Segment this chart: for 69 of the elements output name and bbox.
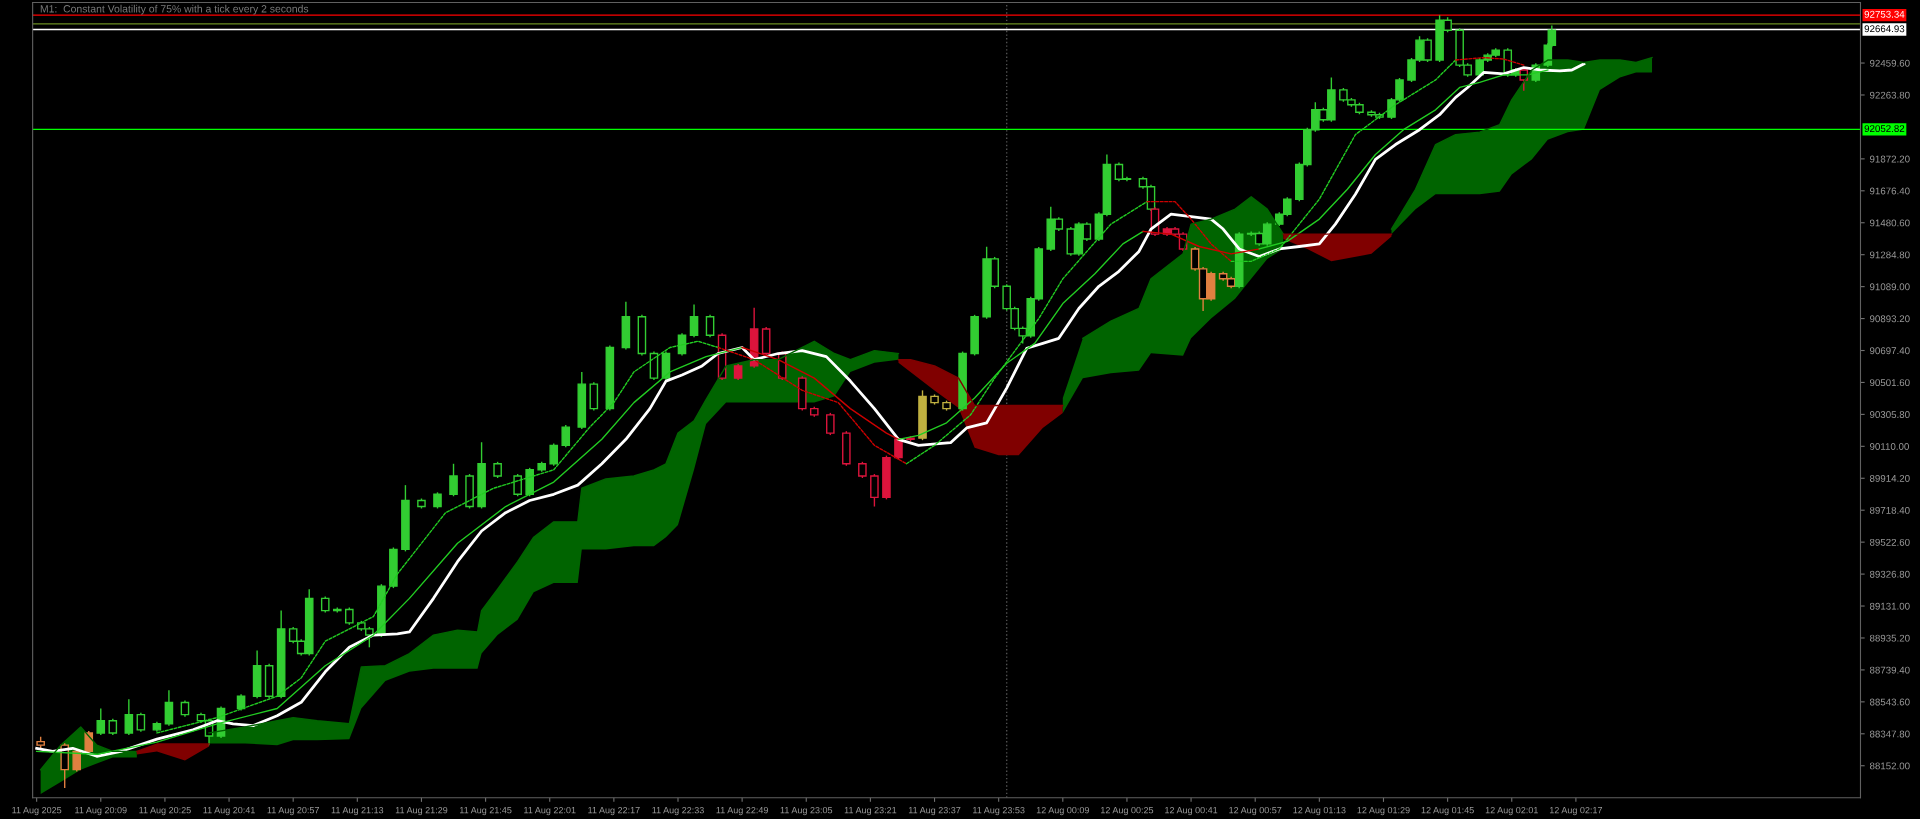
y-tick-label: 89718.40 [1869, 506, 1910, 514]
ref-line-label: 92664.93 [1864, 25, 1905, 33]
x-tick-label: 11 Aug 21:29 [395, 806, 448, 816]
x-tick-label: 12 Aug 00:41 [1165, 806, 1218, 816]
y-tick-label: 90110.00 [1869, 443, 1909, 450]
y-tick-label: 89131.00 [1869, 602, 1910, 610]
y-tick-label: 90501.60 [1869, 379, 1910, 387]
y-tick-label: 92263.80 [1869, 91, 1910, 99]
candlestick [705, 314, 715, 338]
x-tick-label: 11 Aug 20:09 [75, 806, 127, 816]
x-tick-label: 11 Aug 21:45 [460, 806, 512, 816]
y-tick-label: 91480.60 [1869, 219, 1910, 227]
x-tick-label: 11 Aug 23:37 [908, 806, 961, 816]
y-tick-label: 91089.00 [1869, 283, 1910, 291]
y-tick-label: 89522.60 [1869, 538, 1910, 546]
y-tick-label: 88347.80 [1869, 730, 1910, 738]
line-series [35, 62, 1586, 758]
x-tick-label: 11 Aug 22:49 [716, 806, 768, 816]
candlestick [689, 303, 699, 338]
x-tick-label: 12 Aug 02:01 [1485, 806, 1538, 816]
y-tick-label: 91872.20 [1869, 155, 1910, 163]
y-tick-label: 88152.00 [1869, 762, 1910, 770]
y-tick-label: 90305.80 [1869, 411, 1910, 419]
line-series [35, 346, 743, 756]
y-tick-label: 88543.60 [1869, 698, 1910, 706]
x-tick-label: 11 Aug 23:53 [973, 806, 1025, 816]
y-tick-label: 88935.20 [1869, 634, 1910, 642]
y-tick-label: 89914.20 [1869, 475, 1910, 482]
x-tick-label: 11 Aug 23:21 [844, 806, 897, 816]
y-tick-label: 91284.80 [1869, 251, 1910, 259]
y-tick-label: 90697.40 [1869, 347, 1910, 355]
ref-line-label: 92753.34 [1864, 10, 1905, 18]
x-tick-label: 11 Aug 22:17 [588, 806, 640, 816]
ref-line-label: 92052.82 [1864, 125, 1905, 133]
y-tick-label: 91676.40 [1869, 187, 1910, 195]
x-tick-label: 11 Aug 2025 [12, 806, 62, 816]
chart-title: M1: Constant Volatility of 75% with a tick every 2 seconds [40, 4, 309, 15]
y-tick-label: 89326.80 [1869, 570, 1910, 578]
candlestick [449, 463, 458, 497]
x-tick-label: 11 Aug 23:05 [780, 806, 833, 816]
line-series [717, 346, 908, 465]
x-tick-label: 12 Aug 01:13 [1293, 806, 1346, 816]
candlestick [561, 424, 571, 449]
candlestick [826, 412, 835, 436]
x-tick-label: 11 Aug 22:01 [524, 806, 576, 816]
x-tick-label: 12 Aug 01:45 [1421, 806, 1474, 816]
y-tick-label: 90893.20 [1869, 315, 1910, 323]
candlestick [549, 442, 559, 467]
line-series [1454, 56, 1525, 66]
x-tick-label: 12 Aug 02:17 [1549, 806, 1603, 816]
x-tick-label: 12 Aug 00:25 [1101, 806, 1154, 816]
candlestick [513, 473, 522, 497]
line-series [156, 340, 719, 734]
x-tick-label: 12 Aug 01:29 [1357, 806, 1410, 816]
candlestick [136, 712, 146, 733]
candlestick [870, 473, 879, 508]
x-tick-label: 12 Aug 00:57 [1229, 806, 1282, 816]
candlestick [96, 707, 106, 736]
x-tick-label: 11 Aug 21:13 [331, 806, 384, 816]
candlestick [124, 698, 134, 736]
y-tick-label: 88739.40 [1869, 666, 1910, 674]
line-series [741, 346, 900, 441]
x-tick-label: 11 Aug 20:57 [267, 806, 320, 816]
x-tick-label: 11 Aug 20:41 [203, 806, 255, 816]
y-tick-label: 92459.60 [1869, 59, 1910, 67]
x-tick-label: 11 Aug 22:33 [652, 806, 704, 816]
candlestick [164, 689, 174, 727]
x-tick-label: 11 Aug 20:25 [139, 806, 191, 816]
x-tick-label: 12 Aug 00:09 [1036, 806, 1089, 816]
